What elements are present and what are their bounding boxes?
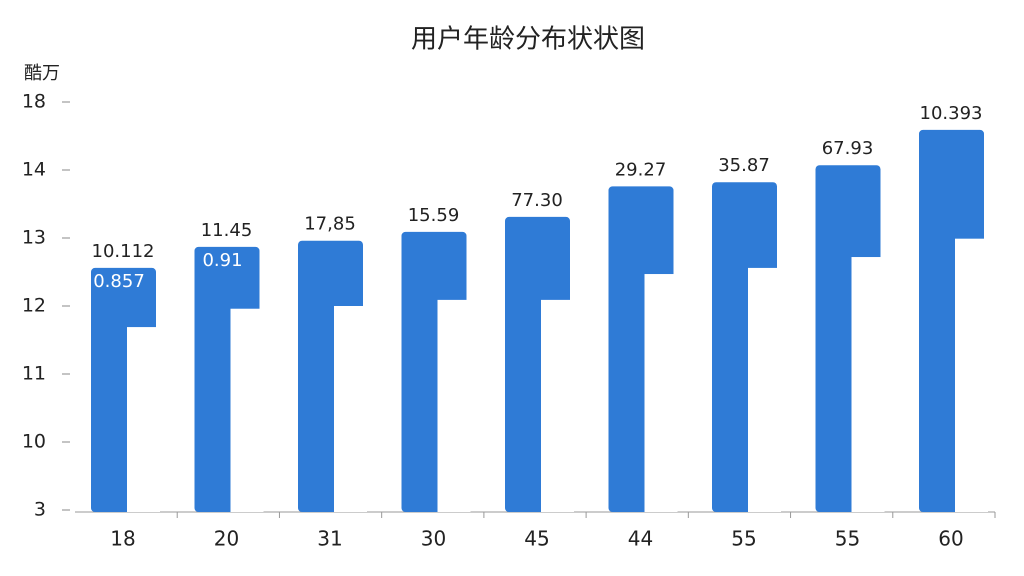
bar-label: 10.112 [92,241,155,262]
bar-label: 29.27 [615,159,667,180]
x-tick-label: 20 [214,527,239,551]
inner-label: 0.91 [202,250,242,271]
x-tick-label: 55 [835,527,860,551]
x-tick-label: 30 [421,527,446,551]
inner-bar [334,306,367,512]
y-tick-label: 12 [22,295,46,317]
bar-label: 17,85 [304,214,356,235]
inner-bar [541,299,574,512]
x-tick-label: 31 [317,527,342,551]
y-axis-label: 酷万 [24,63,60,84]
y-tick-label: 13 [22,227,46,249]
inner-bar [644,274,678,512]
inner-label: 0.857 [93,271,145,292]
bar-label: 77.30 [511,190,563,211]
bar-label: 11.45 [201,220,253,241]
x-tick-label: 55 [731,527,756,551]
inner-bar [851,257,885,512]
chart-title: 用户年龄分布状状图 [411,25,645,55]
x-tick-label: 18 [110,527,135,551]
y-tick-label: 18 [22,91,46,113]
inner-bar [127,327,160,512]
y-tick-label: 10 [22,431,46,453]
x-tick-label: 60 [938,527,963,551]
inner-bar [748,267,781,512]
x-tick-label: 44 [628,527,653,551]
bar-label: 15.59 [408,205,460,226]
inner-bar [230,308,264,512]
y-tick-label: 11 [22,363,46,385]
bar-label: 35.87 [718,155,770,176]
x-tick-label: 45 [524,527,549,551]
bar-label: 10.393 [920,103,983,124]
inner-bar [955,238,988,512]
bar-label: 67.93 [822,138,874,159]
inner-bar [437,299,471,512]
y-tick-label: 14 [22,159,46,181]
y-tick-label: 3 [34,499,46,521]
